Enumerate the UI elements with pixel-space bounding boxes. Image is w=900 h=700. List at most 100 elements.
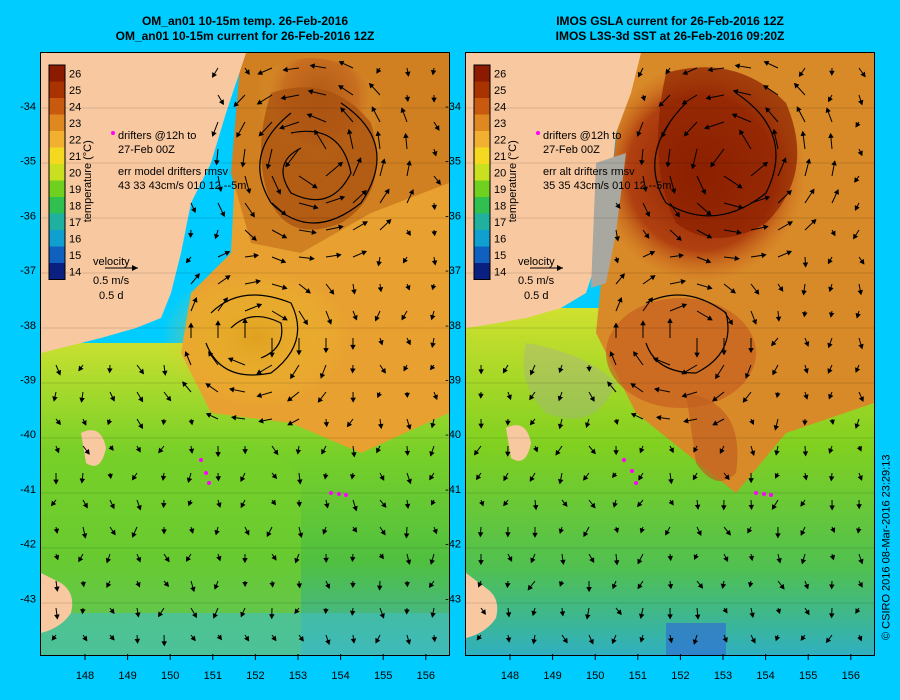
current-arrow-head (503, 475, 509, 482)
current-arrow-head (53, 479, 59, 485)
right-map[interactable]: 26 25 24 23 22 21 20 19 18 17 16 15 14 temperature (°… (465, 52, 875, 656)
current-arrow-head (374, 315, 380, 322)
current-arrow-head (131, 474, 138, 481)
current-arrow-head (218, 99, 224, 106)
current-arrow-head (693, 554, 699, 560)
current-arrow-head (269, 352, 275, 358)
current-arrow-head (557, 395, 563, 402)
current-arrow-head (665, 529, 671, 536)
current-arrow-head (322, 529, 328, 535)
current-arrow-head (269, 614, 275, 620)
right-title-line2: IMOS L3S-3d SST at 26-Feb-2016 09:20Z (555, 29, 785, 43)
current-arrow-head (349, 556, 356, 563)
left-x-tick-label: 149 (118, 670, 136, 682)
current-arrow-head (796, 106, 802, 113)
current-arrow-head (705, 94, 711, 101)
current-arrow-head (803, 368, 809, 374)
current-arrow-head (350, 638, 357, 644)
current-arrow-head (828, 312, 835, 318)
current-arrow-head (857, 150, 863, 157)
current-arrow-head (82, 635, 88, 642)
current-arrow-head (430, 499, 436, 506)
current-arrow-head (828, 476, 835, 482)
current-arrow-head (750, 637, 756, 644)
current-arrow-head (617, 297, 623, 303)
current-arrow-head (429, 450, 435, 457)
colorbar-tick-label: 17 (69, 217, 81, 229)
current-arrow-head (638, 474, 644, 481)
current-arrow-head (84, 449, 90, 455)
current-arrow-head (734, 255, 740, 262)
current-arrow-head (256, 303, 263, 309)
current-arrow-head (212, 72, 217, 78)
current-arrow-head (350, 397, 356, 403)
current-arrow-head (434, 125, 440, 131)
colorbar-swatch (474, 263, 490, 280)
colorbar-tick-label: 25 (69, 85, 81, 97)
current-arrow-head (640, 320, 646, 326)
colorbar-tick-label: 19 (69, 184, 81, 196)
colorbar-swatch (49, 213, 65, 230)
current-arrow-head (640, 95, 647, 102)
current-arrow-head (830, 527, 836, 533)
colorbar-swatch (474, 65, 490, 82)
current-arrow-head (319, 373, 326, 379)
current-arrow-head (829, 613, 835, 619)
current-arrow-head (527, 584, 533, 591)
colorbar-label: temperature (°C) (507, 140, 519, 222)
current-arrow-head (731, 113, 738, 119)
current-arrow-head (161, 502, 167, 509)
current-arrow-head (642, 186, 648, 193)
right-x-tick-label: 156 (842, 670, 860, 682)
current-arrow-head (658, 101, 665, 108)
current-arrow-head (827, 342, 833, 349)
current-arrow-head (215, 452, 221, 458)
current-arrow-head (793, 82, 800, 89)
current-arrow-head (701, 188, 707, 195)
current-arrow-head (636, 131, 642, 137)
current-arrow-head (856, 504, 862, 510)
current-arrow-head (227, 357, 234, 363)
current-arrow-head (188, 528, 195, 534)
current-arrow-head (680, 279, 687, 285)
current-arrow-head (340, 107, 346, 113)
current-arrow-head (589, 396, 595, 402)
current-arrow-head (216, 634, 223, 641)
current-arrow-head (639, 636, 645, 643)
current-arrow-head (338, 224, 344, 231)
current-arrow-head (106, 419, 113, 426)
current-arrow-head (802, 475, 809, 481)
current-arrow-head (611, 583, 618, 590)
current-arrow-head (431, 97, 437, 103)
current-arrow-head (774, 450, 780, 456)
colorbar-tick-label: 23 (69, 118, 81, 130)
current-arrow-head (829, 419, 835, 425)
left-x-tick-label: 148 (76, 670, 94, 682)
current-arrow-head (529, 394, 535, 401)
current-arrow-head (135, 446, 141, 453)
current-arrow-head (287, 396, 293, 402)
current-arrow-head (376, 68, 382, 74)
current-arrow-head (187, 500, 193, 507)
current-arrow-head (505, 582, 511, 589)
colorbar-swatch (474, 180, 490, 197)
current-arrow-head (138, 368, 145, 375)
current-arrow-head (161, 529, 167, 535)
current-arrow-head (371, 106, 377, 113)
current-arrow-head (637, 558, 643, 565)
colorbar-swatch (49, 81, 65, 98)
current-arrow-head (748, 504, 755, 510)
left-map[interactable]: 26 25 24 23 22 21 20 19 18 17 16 15 14 temperature (°… (40, 52, 450, 656)
current-arrow-head (326, 319, 333, 325)
current-arrow-head (614, 236, 620, 242)
current-arrow-head (857, 581, 863, 588)
colorbar-tick-label: 20 (69, 167, 81, 179)
current-arrow-head (361, 189, 367, 196)
current-arrow-head (188, 419, 194, 426)
current-arrow-head (478, 369, 484, 375)
current-arrow-head (858, 558, 864, 565)
current-arrow-head (404, 392, 410, 399)
current-arrow-head (302, 319, 308, 326)
current-arrow-head (825, 637, 832, 644)
current-arrow-head (804, 609, 810, 616)
